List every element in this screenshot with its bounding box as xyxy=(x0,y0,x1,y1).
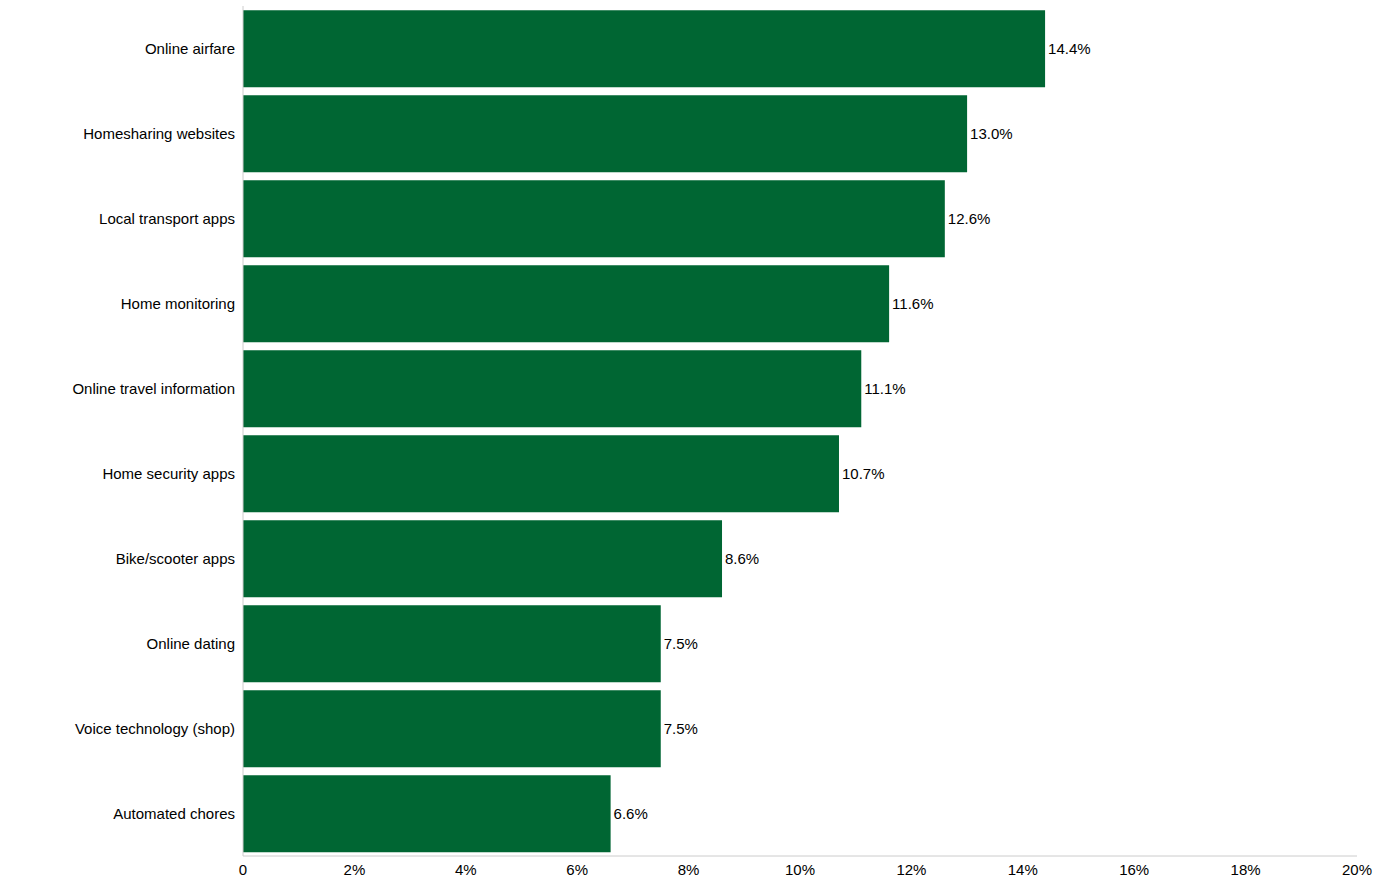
svg-text:Local transport apps: Local transport apps xyxy=(99,210,235,227)
svg-text:13.0%: 13.0% xyxy=(970,125,1013,142)
svg-text:Home monitoring: Home monitoring xyxy=(121,295,235,312)
svg-text:Home security apps: Home security apps xyxy=(102,465,235,482)
svg-text:4%: 4% xyxy=(455,861,477,878)
svg-text:16%: 16% xyxy=(1119,861,1149,878)
svg-text:8.6%: 8.6% xyxy=(725,550,759,567)
svg-text:7.5%: 7.5% xyxy=(664,635,698,652)
svg-text:Bike/scooter apps: Bike/scooter apps xyxy=(116,550,235,567)
svg-text:8%: 8% xyxy=(678,861,700,878)
svg-text:12%: 12% xyxy=(896,861,926,878)
svg-text:Voice technology (shop): Voice technology (shop) xyxy=(75,720,235,737)
svg-text:10.7%: 10.7% xyxy=(842,465,885,482)
svg-text:6.6%: 6.6% xyxy=(614,805,648,822)
svg-text:Online airfare: Online airfare xyxy=(145,40,235,57)
svg-text:20%: 20% xyxy=(1342,861,1372,878)
svg-text:12.6%: 12.6% xyxy=(948,210,991,227)
svg-text:11.6%: 11.6% xyxy=(892,295,933,312)
svg-text:10%: 10% xyxy=(785,861,815,878)
svg-text:18%: 18% xyxy=(1231,861,1261,878)
svg-text:2%: 2% xyxy=(344,861,366,878)
svg-text:Online dating: Online dating xyxy=(147,635,235,652)
svg-text:Automated chores: Automated chores xyxy=(113,805,235,822)
svg-text:14.4%: 14.4% xyxy=(1048,40,1091,57)
svg-text:7.5%: 7.5% xyxy=(664,720,698,737)
svg-text:Homesharing websites: Homesharing websites xyxy=(83,125,235,142)
svg-text:0: 0 xyxy=(239,861,247,878)
svg-text:6%: 6% xyxy=(566,861,588,878)
svg-text:11.1%: 11.1% xyxy=(864,380,905,397)
svg-text:14%: 14% xyxy=(1008,861,1038,878)
svg-text:Online travel information: Online travel information xyxy=(72,380,235,397)
